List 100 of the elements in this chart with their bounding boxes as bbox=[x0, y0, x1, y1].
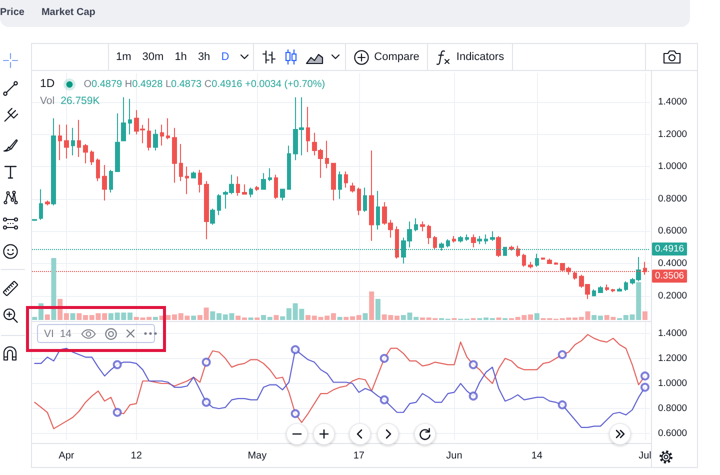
candlestick bbox=[357, 187, 361, 216]
candlestick bbox=[185, 166, 189, 195]
y-tick-label: 1.4000 bbox=[658, 96, 688, 108]
candlestick bbox=[338, 170, 342, 200]
candlestick bbox=[77, 119, 81, 158]
candlestick bbox=[477, 236, 482, 245]
candlestick bbox=[191, 170, 196, 178]
candlestick bbox=[102, 164, 107, 202]
candlestick bbox=[242, 184, 247, 195]
candlestick bbox=[484, 234, 488, 245]
candlestick bbox=[147, 118, 151, 151]
candlestick bbox=[617, 287, 622, 292]
candlestick bbox=[452, 236, 456, 244]
candlestick bbox=[611, 288, 615, 293]
candlestick bbox=[217, 194, 221, 216]
point bbox=[290, 409, 300, 418]
x-tick-label: Jun bbox=[446, 450, 462, 462]
candlestick bbox=[516, 245, 520, 258]
candlestick bbox=[274, 174, 278, 200]
point bbox=[640, 371, 650, 380]
point bbox=[202, 358, 211, 367]
candlestick bbox=[554, 262, 558, 266]
candlestick bbox=[179, 144, 183, 182]
y-tick-label: 1.4000 bbox=[658, 328, 688, 339]
candlestick bbox=[395, 226, 399, 260]
bar bbox=[274, 315, 279, 320]
candlestick bbox=[255, 186, 259, 192]
candlestick bbox=[172, 127, 177, 184]
candlestick bbox=[280, 188, 285, 202]
text: D bbox=[221, 51, 230, 63]
text: 3h bbox=[198, 51, 210, 63]
candlestick bbox=[153, 129, 158, 151]
point bbox=[468, 360, 478, 370]
candlestick bbox=[496, 236, 501, 258]
annotation: 26.759K bbox=[60, 95, 100, 107]
text: 30m bbox=[142, 51, 164, 63]
point bbox=[558, 350, 567, 360]
ref-line-label: 0.4916 bbox=[655, 243, 684, 254]
y-tick-label: 0.4000 bbox=[658, 258, 688, 269]
candlestick bbox=[592, 288, 596, 296]
text: VI 14 bbox=[44, 328, 72, 340]
candlestick bbox=[350, 182, 355, 193]
candlestick bbox=[128, 98, 132, 135]
text: Price bbox=[0, 6, 24, 18]
point bbox=[112, 360, 122, 370]
bar bbox=[337, 316, 342, 320]
point bbox=[640, 382, 650, 392]
point bbox=[380, 395, 389, 404]
candlestick bbox=[83, 144, 88, 164]
bar bbox=[152, 316, 158, 320]
x-tick-label: 12 bbox=[130, 450, 142, 462]
candlestick bbox=[369, 150, 374, 242]
text: 1m bbox=[116, 51, 132, 63]
annotation: O0.4879 H0.4928 L0.4873 C0.4916 +0.0034 (+0.70%) bbox=[84, 78, 326, 90]
point bbox=[380, 354, 389, 363]
candlestick bbox=[115, 112, 120, 172]
candlestick bbox=[261, 172, 266, 190]
candlestick bbox=[198, 169, 202, 193]
text: Market Cap bbox=[41, 6, 96, 18]
candlestick bbox=[121, 96, 126, 142]
candlestick bbox=[344, 170, 348, 188]
bar bbox=[369, 291, 374, 320]
y-tick-label: 0.6000 bbox=[658, 428, 688, 440]
candlestick bbox=[236, 176, 240, 196]
candlestick bbox=[331, 162, 336, 202]
candlestick bbox=[51, 118, 56, 206]
candlestick bbox=[465, 234, 469, 242]
candlestick bbox=[249, 187, 253, 198]
candlestick bbox=[204, 180, 209, 240]
y-tick-label: 1.2000 bbox=[658, 352, 688, 364]
candlestick bbox=[490, 230, 495, 242]
text: 1h bbox=[174, 51, 187, 63]
y-tick-label: 0.8000 bbox=[658, 193, 688, 204]
bar bbox=[375, 298, 380, 320]
candlestick bbox=[306, 106, 310, 153]
bar bbox=[44, 314, 50, 320]
candlestick bbox=[414, 218, 418, 232]
candlestick bbox=[535, 253, 539, 268]
y-tick-label: 0.6000 bbox=[658, 226, 688, 237]
candlestick bbox=[420, 221, 425, 232]
candlestick bbox=[32, 218, 37, 222]
candlestick bbox=[39, 188, 43, 220]
y-tick-label: 0.8000 bbox=[658, 403, 688, 414]
candlestick bbox=[458, 236, 463, 244]
candlestick bbox=[541, 257, 545, 260]
x-tick-label: 14 bbox=[531, 450, 543, 462]
point bbox=[558, 400, 567, 410]
candlestick bbox=[528, 261, 533, 269]
point bbox=[290, 345, 300, 354]
candlestick bbox=[522, 253, 526, 268]
bar bbox=[362, 313, 368, 320]
text: Indicators bbox=[456, 51, 504, 63]
point bbox=[202, 398, 211, 407]
candlestick bbox=[624, 280, 628, 292]
candlestick bbox=[446, 238, 450, 248]
x-tick-label: Apr bbox=[58, 450, 75, 462]
candlestick bbox=[58, 124, 62, 161]
candlestick bbox=[210, 208, 215, 226]
bar bbox=[191, 316, 196, 320]
y-tick-label: 1.0000 bbox=[658, 378, 688, 390]
